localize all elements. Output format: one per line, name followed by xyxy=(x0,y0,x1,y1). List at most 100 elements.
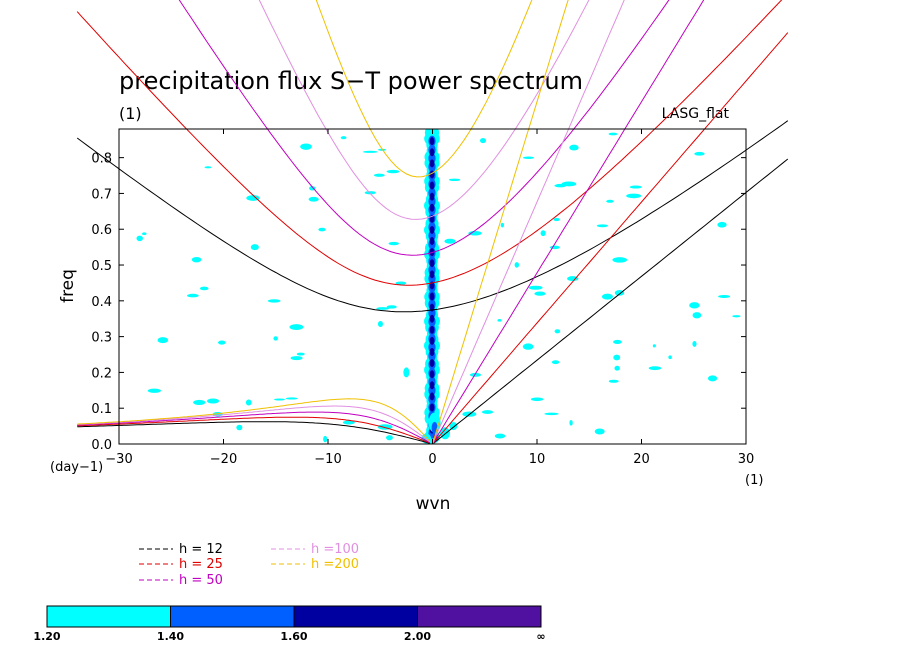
contour-patch xyxy=(497,319,502,322)
contour-patch xyxy=(522,343,534,350)
contour-patch xyxy=(692,312,702,319)
colorbar-tick-label: ∞ xyxy=(536,630,545,643)
contour-patch xyxy=(494,433,506,439)
contour-patch xyxy=(429,392,435,401)
contour-patch xyxy=(500,222,504,228)
contour-patch xyxy=(601,293,613,300)
contour-patch xyxy=(424,129,440,140)
legend-label: h = 50 xyxy=(179,573,223,588)
contour-patch xyxy=(395,281,407,285)
dispersion-curve xyxy=(258,0,590,220)
contour-patch xyxy=(308,196,319,202)
contour-patch xyxy=(429,259,435,268)
contour-patch xyxy=(613,339,622,345)
contour-patch xyxy=(362,150,378,153)
contour-patch xyxy=(429,148,435,157)
contour-patch xyxy=(377,148,387,151)
contour-patch xyxy=(694,151,705,156)
contour-patch xyxy=(429,348,435,357)
x-tick-label: −20 xyxy=(210,452,237,467)
spectrum-contours xyxy=(136,129,741,444)
contour-patch xyxy=(147,388,161,393)
contour-patch xyxy=(629,185,642,189)
dispersion-curve xyxy=(77,416,431,444)
x-tick-label: 30 xyxy=(738,452,755,467)
legend-label: h = 12 xyxy=(179,542,223,557)
contour-patch xyxy=(468,230,482,236)
contour-patch xyxy=(613,354,621,361)
contour-patch xyxy=(191,256,202,263)
colorbar-tick-label: 1.40 xyxy=(157,630,184,643)
contour-patch xyxy=(648,366,662,371)
contour-patch xyxy=(429,181,435,190)
colorbar-swatch xyxy=(417,605,542,628)
contour-patch xyxy=(245,399,252,406)
colorbar-tick-label: 2.00 xyxy=(404,630,431,643)
contour-patch xyxy=(689,302,700,309)
contour-patch xyxy=(569,419,573,426)
contour-patch xyxy=(567,276,579,282)
contour-patch xyxy=(553,217,560,222)
contour-patch xyxy=(193,399,206,405)
dispersion-curve xyxy=(315,0,533,178)
contour-patch xyxy=(386,435,393,441)
contour-patch xyxy=(522,156,535,160)
x-tick-label: 10 xyxy=(529,452,546,467)
contour-patch xyxy=(340,136,347,140)
contour-patch xyxy=(540,230,546,237)
contour-patch xyxy=(207,398,220,404)
contour-patch xyxy=(296,352,305,356)
contour-patch xyxy=(429,137,435,146)
y-tick-label: 0.6 xyxy=(91,223,112,238)
y-tick-label: 0.5 xyxy=(91,259,112,274)
dispersion-curve xyxy=(432,0,705,444)
dispersion-curve xyxy=(432,0,625,444)
dispersion-curve xyxy=(432,32,789,444)
contour-patch xyxy=(692,340,697,347)
contour-patch xyxy=(707,375,718,382)
contour-patch xyxy=(469,372,482,377)
contour-patch xyxy=(528,285,543,290)
x-tick-label: 0 xyxy=(428,452,436,467)
x-tick-label: 20 xyxy=(633,452,650,467)
contour-patch xyxy=(608,379,619,383)
y-unit-label: (day−1) xyxy=(50,460,103,475)
x-unit-label: (1) xyxy=(745,473,763,488)
contour-patch xyxy=(429,292,435,301)
dispersion-curve xyxy=(77,411,431,444)
contour-patch xyxy=(157,337,169,344)
legend-label: h =200 xyxy=(311,557,359,572)
colorbar-tick-label: 1.20 xyxy=(33,630,60,643)
contour-patch xyxy=(449,422,458,431)
x-tick-label: −10 xyxy=(314,452,341,467)
contour-patch xyxy=(551,360,560,365)
colorbar-swatch xyxy=(170,605,295,628)
contour-patch xyxy=(199,286,209,291)
chart-subtitle-right: LASG_flat xyxy=(662,106,730,122)
y-tick-label: 0.3 xyxy=(91,331,112,346)
contour-patch xyxy=(534,291,546,296)
contour-patch xyxy=(323,435,328,443)
contour-patch xyxy=(373,173,385,177)
contour-patch xyxy=(364,191,376,195)
dispersion-curve xyxy=(432,158,789,444)
y-axis-label: freq xyxy=(58,269,78,303)
contour-patch xyxy=(608,132,618,136)
contour-patch xyxy=(388,241,399,246)
contour-patch xyxy=(429,403,435,412)
contour-patch xyxy=(136,235,143,242)
y-tick-label: 0.4 xyxy=(91,295,112,310)
contour-patch xyxy=(318,227,326,232)
contour-patch xyxy=(429,225,435,234)
colorbar-tick-label: 1.60 xyxy=(280,630,307,643)
contour-patch xyxy=(668,355,672,360)
contour-patch xyxy=(554,329,561,334)
contour-patch xyxy=(218,340,226,345)
contour-patch xyxy=(290,356,303,361)
dispersion-curve xyxy=(77,405,431,443)
contour-patch xyxy=(377,321,383,327)
x-axis-label: wvn xyxy=(416,494,451,514)
dispersion-curve xyxy=(76,120,789,313)
